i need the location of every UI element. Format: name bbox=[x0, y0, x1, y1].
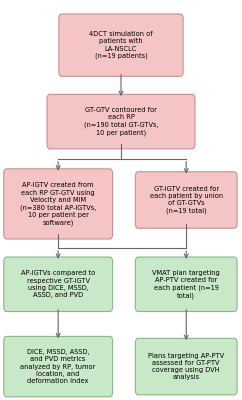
Text: Plans targeting AP-PTV
assessed for GT-PTV
coverage using DVH
analysis: Plans targeting AP-PTV assessed for GT-P… bbox=[148, 353, 224, 380]
Text: AP-IGTVs compared to
respective GT-IGTV
using DICE, MSSD,
ASSD, and PVD: AP-IGTVs compared to respective GT-IGTV … bbox=[21, 270, 95, 298]
FancyBboxPatch shape bbox=[59, 14, 183, 76]
Text: GT-GTV contoured for
each RP
(n=190 total GT-GTVs,
10 per patient): GT-GTV contoured for each RP (n=190 tota… bbox=[84, 107, 158, 136]
FancyBboxPatch shape bbox=[135, 257, 237, 312]
Text: DICE, MSSD, ASSD,
and PVD metrics
analyzed by RP, tumor
location, and
deformatio: DICE, MSSD, ASSD, and PVD metrics analyz… bbox=[21, 349, 96, 384]
Text: VMAT plan targeting
AP-PTV created for
each patient (n=19
total): VMAT plan targeting AP-PTV created for e… bbox=[152, 270, 220, 299]
FancyBboxPatch shape bbox=[4, 169, 113, 239]
Text: 4DCT simulation of
patients with
LA-NSCLC
(n=19 patients): 4DCT simulation of patients with LA-NSCL… bbox=[89, 31, 153, 59]
FancyBboxPatch shape bbox=[4, 257, 113, 312]
FancyBboxPatch shape bbox=[47, 94, 195, 149]
FancyBboxPatch shape bbox=[135, 172, 237, 228]
Text: AP-IGTV created from
each RP GT-GTV using
Velocity and MIM
(n=380 total AP-IGTVs: AP-IGTV created from each RP GT-GTV usin… bbox=[20, 182, 96, 226]
FancyBboxPatch shape bbox=[135, 338, 237, 395]
Text: GT-IGTV created for
each patient by union
of GT-GTVs
(n=19 total): GT-IGTV created for each patient by unio… bbox=[150, 186, 223, 214]
FancyBboxPatch shape bbox=[4, 336, 113, 397]
